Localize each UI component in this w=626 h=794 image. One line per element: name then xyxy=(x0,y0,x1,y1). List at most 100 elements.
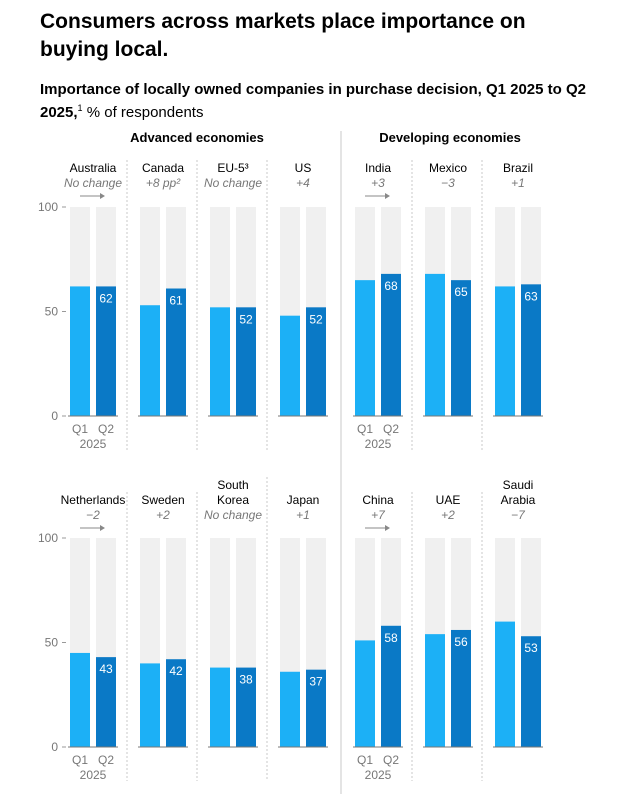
country-label: Japan xyxy=(287,493,320,507)
y-tick-label: 50 xyxy=(45,305,59,319)
country-label: US xyxy=(295,161,312,175)
change-label: +4 xyxy=(296,176,310,190)
country-label: Brazil xyxy=(503,161,533,175)
change-label: +3 xyxy=(371,176,385,190)
bar-q2 xyxy=(521,636,541,747)
bar-q2 xyxy=(306,307,326,416)
country-label: Canada xyxy=(142,161,184,175)
bar-q1 xyxy=(280,315,300,416)
bar-q2 xyxy=(236,307,256,416)
country-label: EU-5³ xyxy=(217,161,248,175)
x-tick-label: Q1 xyxy=(72,422,88,436)
country-label: Mexico xyxy=(429,161,467,175)
change-label: −2 xyxy=(86,508,100,522)
bar-q2 xyxy=(381,273,401,416)
data-label: 38 xyxy=(239,673,253,687)
x-tick-label: Q1 xyxy=(357,422,373,436)
country-label: Arabia xyxy=(501,493,536,507)
footnote-marker: 1 xyxy=(77,103,83,113)
bar-q2 xyxy=(96,286,116,416)
y-tick-label: 50 xyxy=(45,636,59,650)
bar-q1 xyxy=(210,307,230,416)
bar-q1 xyxy=(210,667,230,747)
arrow-head-icon xyxy=(100,193,105,199)
change-label: No change xyxy=(204,508,262,522)
country-label: Netherlands xyxy=(61,493,126,507)
bar-q2 xyxy=(236,667,256,747)
change-label: +1 xyxy=(296,508,310,522)
bar-q1 xyxy=(140,305,160,416)
country-label: Saudi xyxy=(503,478,534,492)
x-period-label: 2025 xyxy=(80,437,107,451)
y-tick-label: 100 xyxy=(38,200,58,214)
data-label: 56 xyxy=(454,635,468,649)
bar-q1 xyxy=(495,621,515,747)
bar-q1 xyxy=(355,280,375,416)
x-period-label: 2025 xyxy=(365,437,392,451)
data-label: 62 xyxy=(99,291,113,305)
change-label: −3 xyxy=(441,176,455,190)
data-label: 43 xyxy=(99,662,113,676)
change-label: +1 xyxy=(511,176,525,190)
bar-q1 xyxy=(70,652,90,747)
change-label: No change xyxy=(64,176,122,190)
x-tick-label: Q2 xyxy=(98,753,114,767)
bar-q1 xyxy=(140,663,160,747)
country-label: China xyxy=(362,493,394,507)
y-tick-label: 0 xyxy=(51,740,58,754)
bar-q2 xyxy=(306,669,326,747)
bar-q2 xyxy=(521,284,541,416)
change-label: +7 xyxy=(371,508,386,522)
change-label: −7 xyxy=(511,508,526,522)
bar-q1 xyxy=(425,273,445,416)
bar-q1 xyxy=(355,640,375,747)
data-label: 68 xyxy=(384,279,398,293)
x-tick-label: Q2 xyxy=(383,422,399,436)
y-tick-label: 100 xyxy=(38,531,58,545)
data-label: 61 xyxy=(169,294,183,308)
country-label: Sweden xyxy=(141,493,184,507)
x-tick-label: Q1 xyxy=(357,753,373,767)
bar-q2 xyxy=(166,288,186,416)
change-label: +2 xyxy=(441,508,455,522)
data-label: 53 xyxy=(524,641,538,655)
data-label: 52 xyxy=(239,312,253,326)
country-label: South xyxy=(217,478,248,492)
change-label: +2 xyxy=(156,508,170,522)
x-period-label: 2025 xyxy=(365,768,392,782)
data-label: 65 xyxy=(454,285,468,299)
bar-q1 xyxy=(495,286,515,416)
change-label: No change xyxy=(204,176,262,190)
chart-title: Consumers across markets place importanc… xyxy=(40,10,526,61)
x-tick-label: Q2 xyxy=(98,422,114,436)
bar-q2 xyxy=(96,657,116,747)
y-tick-label: 0 xyxy=(51,409,58,423)
arrow-head-icon xyxy=(385,193,390,199)
bar-q2 xyxy=(451,280,471,416)
group-header: Advanced economies xyxy=(130,130,264,145)
bar-q2 xyxy=(166,659,186,747)
data-label: 58 xyxy=(384,631,398,645)
country-label: India xyxy=(365,161,391,175)
data-label: 52 xyxy=(309,312,323,326)
arrow-head-icon xyxy=(385,525,390,531)
country-label: Australia xyxy=(70,161,117,175)
bar-q1 xyxy=(425,634,445,747)
data-label: 42 xyxy=(169,664,183,678)
group-header: Developing economies xyxy=(379,130,521,145)
country-label: Korea xyxy=(217,493,249,507)
bar-q1 xyxy=(70,286,90,416)
arrow-head-icon xyxy=(100,525,105,531)
data-label: 63 xyxy=(524,289,538,303)
x-tick-label: Q1 xyxy=(72,753,88,767)
chart-subtitle: Importance of locally owned companies in… xyxy=(40,80,600,122)
subtitle-main: Importance of locally owned companies in… xyxy=(40,81,586,121)
bar-q1 xyxy=(280,671,300,747)
x-tick-label: Q2 xyxy=(383,753,399,767)
subtitle-units: % of respondents xyxy=(82,104,204,121)
data-label: 37 xyxy=(309,675,323,689)
bar-q2 xyxy=(381,625,401,747)
x-period-label: 2025 xyxy=(80,768,107,782)
change-label: +8 pp² xyxy=(146,176,181,190)
